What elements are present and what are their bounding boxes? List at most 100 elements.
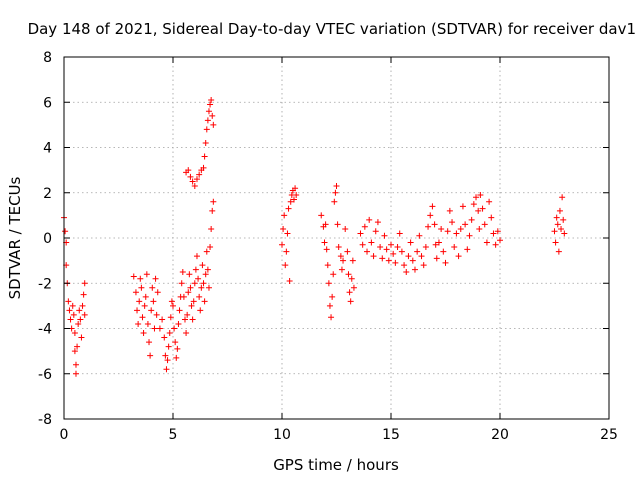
data-point [147,352,154,359]
data-point [62,228,69,235]
data-point [184,311,191,318]
data-point [183,330,190,337]
x-tick-label: 15 [382,427,400,443]
data-point [210,121,217,128]
data-point [66,307,73,314]
data-point [442,259,449,266]
data-point [553,214,560,221]
data-point [337,253,344,260]
data-point [488,214,495,221]
data-point [188,302,195,309]
data-point [137,275,144,282]
data-point [161,334,168,341]
data-point [149,284,156,291]
data-point [396,230,403,237]
x-tick-label: 0 [60,427,69,443]
data-point [192,266,199,273]
data-point [144,320,151,327]
data-point [200,164,207,171]
data-point [494,228,501,235]
data-point [138,284,145,291]
data-point [178,280,185,287]
data-point [81,311,88,318]
data-point [475,207,482,214]
data-point [334,221,341,228]
data-point [349,257,356,264]
data-point [330,271,337,278]
data-point [490,230,497,237]
data-point [279,241,285,248]
data-point [449,219,456,226]
data-point [462,221,469,228]
data-point [208,225,215,232]
data-point [185,289,192,296]
data-point [466,232,473,239]
data-point [473,194,480,201]
data-point [285,205,292,212]
data-point [429,203,436,210]
data-point [405,253,412,260]
data-point [394,244,401,251]
y-axis-label: SDTVAR / TECUs [6,176,24,299]
data-point [75,320,82,327]
data-point [483,239,490,246]
data-point [347,298,354,305]
data-point [205,108,212,115]
data-point [202,139,209,146]
data-point [167,314,174,321]
data-point [346,289,353,296]
data-point [200,280,207,287]
data-point [283,248,290,255]
data-point [71,330,78,337]
data-point [340,257,347,264]
data-point [374,219,381,226]
data-point [163,366,170,373]
data-point [71,348,78,355]
y-tick-label: -6 [38,367,52,383]
data-point [130,273,137,280]
data-point [191,182,198,189]
data-point [132,289,139,296]
y-tick-label: 4 [43,141,52,157]
data-point [446,207,453,214]
data-point [209,112,216,119]
data-point [159,316,166,323]
data-point [284,230,291,237]
data-point [202,271,209,278]
data-point [392,259,399,266]
data-point [560,216,567,223]
data-point [165,343,172,350]
data-point [199,262,206,269]
x-tick-label: 20 [491,427,509,443]
data-point [162,352,169,359]
data-point [164,357,171,364]
y-tick-label: -4 [38,322,52,338]
x-tick-label: 5 [169,427,178,443]
data-point [558,225,565,232]
data-point [168,298,175,305]
y-tick-label: -2 [38,276,52,292]
data-point [77,316,84,323]
y-tick-label: 2 [43,186,52,202]
data-point [190,298,197,305]
data-point [185,167,192,174]
data-point [359,241,366,248]
data-point [344,248,351,255]
data-point [180,293,187,300]
data-point [453,230,460,237]
x-tick-label: 25 [600,427,618,443]
data-point [479,205,486,212]
y-tick-label: 0 [43,231,52,247]
data-point [407,239,414,246]
data-point [290,196,297,203]
data-point [435,239,442,246]
data-point [201,153,208,160]
data-point [477,192,484,199]
data-point [69,302,76,309]
data-point [422,244,429,251]
data-point [377,244,384,251]
data-point [282,262,289,269]
data-point [323,246,330,253]
data-point [143,271,150,278]
